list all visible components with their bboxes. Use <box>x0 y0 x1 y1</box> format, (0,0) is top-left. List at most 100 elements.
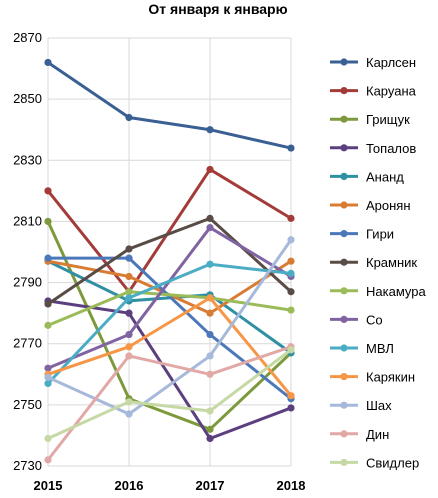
data-point <box>206 370 214 378</box>
data-point <box>125 113 133 122</box>
data-point <box>125 309 133 317</box>
data-point <box>287 392 295 400</box>
series-line <box>47 290 292 327</box>
data-point <box>44 58 52 67</box>
y-tick-label: 2730 <box>13 458 42 473</box>
legend-marker <box>340 230 348 238</box>
data-point <box>125 352 133 360</box>
series-12 <box>44 236 295 418</box>
chart-title: От января к январю <box>148 1 287 17</box>
series-line <box>48 256 292 400</box>
data-point <box>44 364 52 372</box>
data-point <box>125 410 133 418</box>
series-7 <box>44 214 295 308</box>
legend-item: Ананд <box>330 169 404 184</box>
data-point <box>287 144 295 152</box>
y-tick-label: 2770 <box>13 336 42 351</box>
legend-item: Карлсен <box>330 55 416 70</box>
legend-item: Карякин <box>330 370 415 385</box>
data-point <box>206 434 214 443</box>
series-line <box>47 348 292 440</box>
x-tick-label: 2016 <box>115 478 144 493</box>
legend-marker <box>340 87 348 95</box>
y-tick-label: 2750 <box>13 397 42 412</box>
data-point <box>44 434 52 443</box>
legend-label: Крамник <box>366 255 417 270</box>
series-line <box>46 167 292 294</box>
legend-marker <box>340 144 348 152</box>
series-14 <box>44 346 295 443</box>
legend-label: Грищук <box>366 112 410 127</box>
legend-item: Каруана <box>330 84 417 99</box>
data-point <box>125 343 133 351</box>
series-lines <box>44 58 295 464</box>
data-point <box>44 321 52 329</box>
legend-label: Накамура <box>366 284 426 299</box>
series-line <box>46 345 292 461</box>
series-line <box>46 262 292 385</box>
data-point <box>44 300 52 308</box>
legend-marker <box>340 115 348 123</box>
legend-label: Каруана <box>366 84 417 99</box>
data-point <box>287 306 295 314</box>
data-point <box>125 288 133 296</box>
data-point <box>206 294 214 302</box>
data-point <box>206 407 214 415</box>
series-line <box>47 296 293 397</box>
legend-item: Накамура <box>330 284 426 299</box>
legend-item: Дин <box>330 427 389 442</box>
legend-marker <box>340 258 348 266</box>
y-tick-label: 2790 <box>13 275 42 290</box>
data-point <box>125 245 133 253</box>
legend-marker <box>340 401 348 409</box>
legend-marker <box>340 172 348 180</box>
series-6 <box>44 254 295 403</box>
legend-marker <box>340 373 348 381</box>
data-point <box>125 398 133 406</box>
legend-label: Дин <box>366 427 389 442</box>
legend-label: Ананд <box>366 169 404 184</box>
series-line <box>47 238 293 416</box>
legend-label: Топалов <box>366 141 416 156</box>
y-tick-label: 2830 <box>13 152 42 167</box>
data-point <box>206 214 214 222</box>
legend-marker <box>340 458 348 466</box>
legend-label: Со <box>366 312 383 327</box>
data-point <box>206 352 214 360</box>
legend-item: Шах <box>330 398 392 413</box>
x-tick-label: 2015 <box>34 478 63 493</box>
legend-marker <box>340 287 348 295</box>
series-2 <box>44 217 295 433</box>
data-point <box>287 214 295 222</box>
data-point <box>44 373 52 381</box>
x-tick-label: 2017 <box>196 478 225 493</box>
series-10 <box>44 260 295 388</box>
data-point <box>206 165 214 174</box>
data-point <box>287 269 295 277</box>
legend: Карлсен Каруана Грищук Топалов Ананд Аронян Ги… <box>330 55 426 470</box>
y-axis-ticks: 2730 2750 2770 2790 2810 2830 2850 2870 <box>13 30 42 473</box>
series-1 <box>44 165 295 296</box>
legend-marker <box>340 344 348 352</box>
data-point <box>44 254 52 262</box>
legend-item: Со <box>330 312 383 327</box>
data-point <box>287 346 295 354</box>
x-axis-ticks: 2015 2016 2017 2018 <box>34 478 306 493</box>
data-point <box>125 294 133 302</box>
legend-label: Карякин <box>366 370 415 385</box>
legend-item: Грищук <box>330 112 410 127</box>
data-point <box>125 272 133 281</box>
y-tick-label: 2810 <box>13 213 42 228</box>
data-point <box>287 257 295 265</box>
data-point <box>287 236 295 244</box>
series-3 <box>44 297 295 443</box>
series-line <box>47 216 293 306</box>
legend-item: Крамник <box>330 255 417 270</box>
data-point <box>206 425 214 433</box>
data-point <box>206 309 214 317</box>
data-point <box>206 223 214 232</box>
legend-marker <box>340 201 348 209</box>
data-point <box>206 260 214 268</box>
